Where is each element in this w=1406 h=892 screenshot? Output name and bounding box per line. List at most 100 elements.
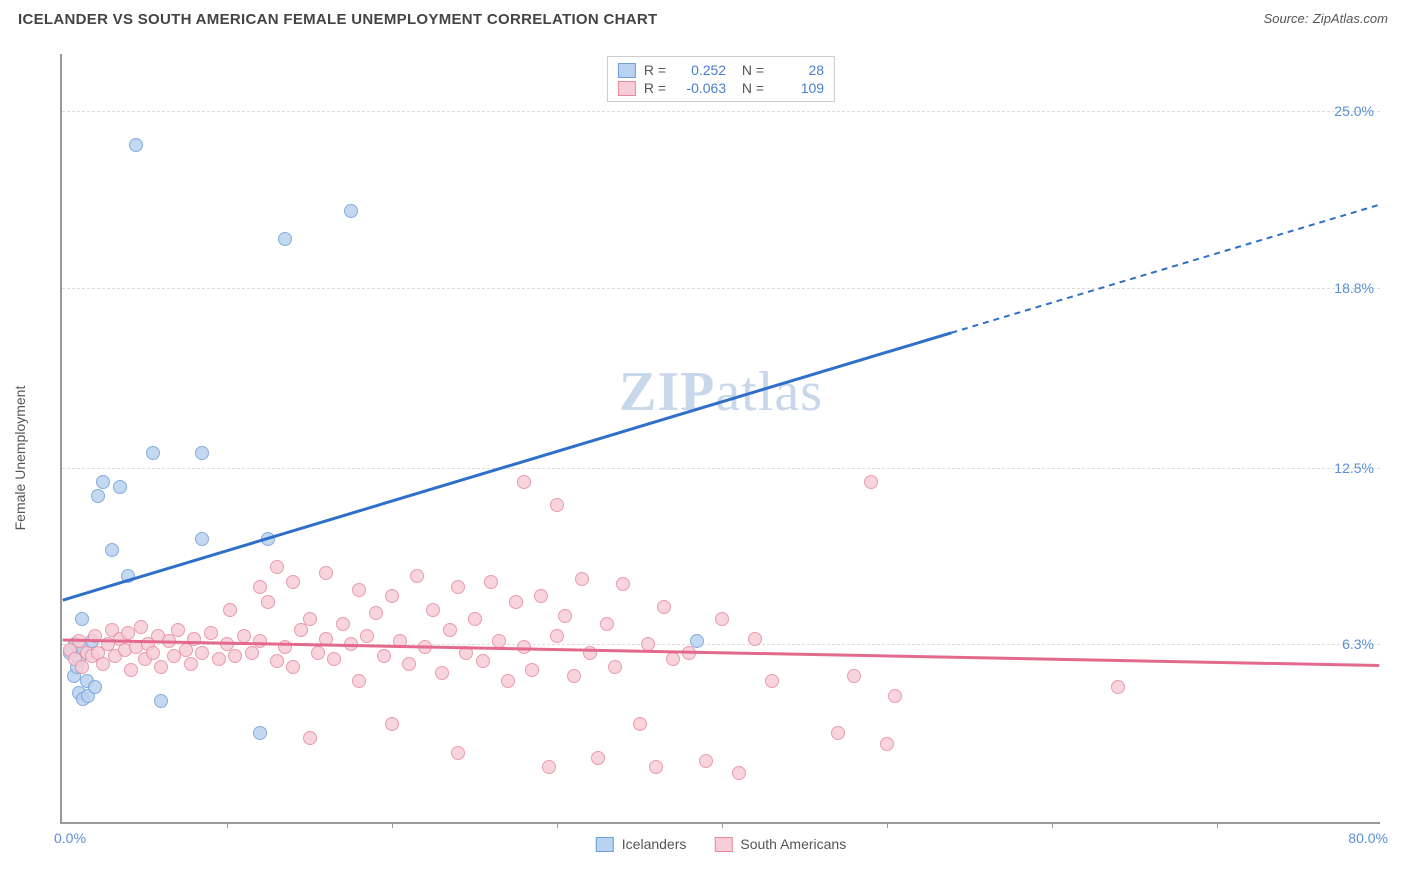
scatter-point [88, 629, 102, 643]
scatter-point [451, 580, 465, 594]
legend-item-south-americans: South Americans [714, 836, 846, 852]
scatter-point [154, 694, 168, 708]
scatter-point [567, 669, 581, 683]
scatter-point [410, 569, 424, 583]
scatter-point [146, 446, 160, 460]
chart-title: ICELANDER VS SOUTH AMERICAN FEMALE UNEMP… [18, 11, 658, 28]
scatter-point [311, 646, 325, 660]
x-tick [557, 822, 558, 828]
series-legend: Icelanders South Americans [596, 836, 846, 852]
scatter-point [253, 726, 267, 740]
scatter-point [880, 737, 894, 751]
scatter-point [344, 204, 358, 218]
scatter-point [88, 680, 102, 694]
scatter-point [154, 660, 168, 674]
scatter-point [195, 446, 209, 460]
scatter-point [204, 626, 218, 640]
scatter-point [426, 603, 440, 617]
scatter-point [360, 629, 374, 643]
scatter-point [616, 577, 630, 591]
scatter-point [418, 640, 432, 654]
scatter-point [91, 489, 105, 503]
scatter-point [517, 475, 531, 489]
scatter-point [171, 623, 185, 637]
legend-item-icelanders: Icelanders [596, 836, 687, 852]
scatter-point [715, 612, 729, 626]
x-axis-min-label: 0.0% [54, 830, 86, 846]
scatter-point [732, 766, 746, 780]
scatter-point [443, 623, 457, 637]
legend-swatch-icelanders [618, 63, 636, 78]
legend-swatch [596, 837, 614, 852]
scatter-point [105, 543, 119, 557]
scatter-point [187, 632, 201, 646]
scatter-point [195, 646, 209, 660]
scatter-point [184, 657, 198, 671]
scatter-point [641, 637, 655, 651]
scatter-point [682, 646, 696, 660]
scatter-point [385, 717, 399, 731]
scatter-point [303, 731, 317, 745]
scatter-point [847, 669, 861, 683]
r-value-south-americans: -0.063 [674, 80, 726, 96]
scatter-point [748, 632, 762, 646]
scatter-point [550, 498, 564, 512]
scatter-point [278, 232, 292, 246]
legend-swatch-south-americans [618, 81, 636, 96]
scatter-point [542, 760, 556, 774]
scatter-point [525, 663, 539, 677]
scatter-point [253, 634, 267, 648]
scatter-point [550, 629, 564, 643]
scatter-point [633, 717, 647, 731]
scatter-point [666, 652, 680, 666]
scatter-point [451, 746, 465, 760]
scatter-point [352, 674, 366, 688]
scatter-point [476, 654, 490, 668]
scatter-point [146, 646, 160, 660]
legend-label-icelanders: Icelanders [622, 836, 687, 852]
scatter-point [75, 660, 89, 674]
scatter-point [212, 652, 226, 666]
scatter-point [369, 606, 383, 620]
scatter-point [223, 603, 237, 617]
scatter-point [864, 475, 878, 489]
scatter-point [501, 674, 515, 688]
scatter-point [558, 609, 572, 623]
scatter-point [888, 689, 902, 703]
scatter-points [62, 54, 1380, 822]
scatter-point [261, 595, 275, 609]
source-name: ZipAtlas.com [1313, 11, 1388, 26]
legend-swatch [714, 837, 732, 852]
scatter-point [228, 649, 242, 663]
scatter-point [303, 612, 317, 626]
scatter-point [509, 595, 523, 609]
legend-row-south-americans: R =-0.063 N =109 [618, 79, 824, 97]
scatter-point [1111, 680, 1125, 694]
scatter-point [534, 589, 548, 603]
scatter-point [237, 629, 251, 643]
scatter-point [583, 646, 597, 660]
scatter-point [253, 580, 267, 594]
source-label: Source: [1264, 11, 1309, 26]
scatter-point [435, 666, 449, 680]
scatter-point [327, 652, 341, 666]
scatter-point [385, 589, 399, 603]
scatter-point [261, 532, 275, 546]
scatter-point [402, 657, 416, 671]
scatter-point [591, 751, 605, 765]
x-tick [1052, 822, 1053, 828]
scatter-point [129, 138, 143, 152]
legend-label-south-americans: South Americans [740, 836, 846, 852]
scatter-point [75, 612, 89, 626]
scatter-point [468, 612, 482, 626]
scatter-point [278, 640, 292, 654]
scatter-point [270, 560, 284, 574]
source-attribution: Source: ZipAtlas.com [1264, 10, 1388, 28]
scatter-point [517, 640, 531, 654]
scatter-point [344, 637, 358, 651]
n-value-south-americans: 109 [772, 80, 824, 96]
x-tick [887, 822, 888, 828]
scatter-point [121, 569, 135, 583]
scatter-point [96, 475, 110, 489]
n-value-icelanders: 28 [772, 62, 824, 78]
